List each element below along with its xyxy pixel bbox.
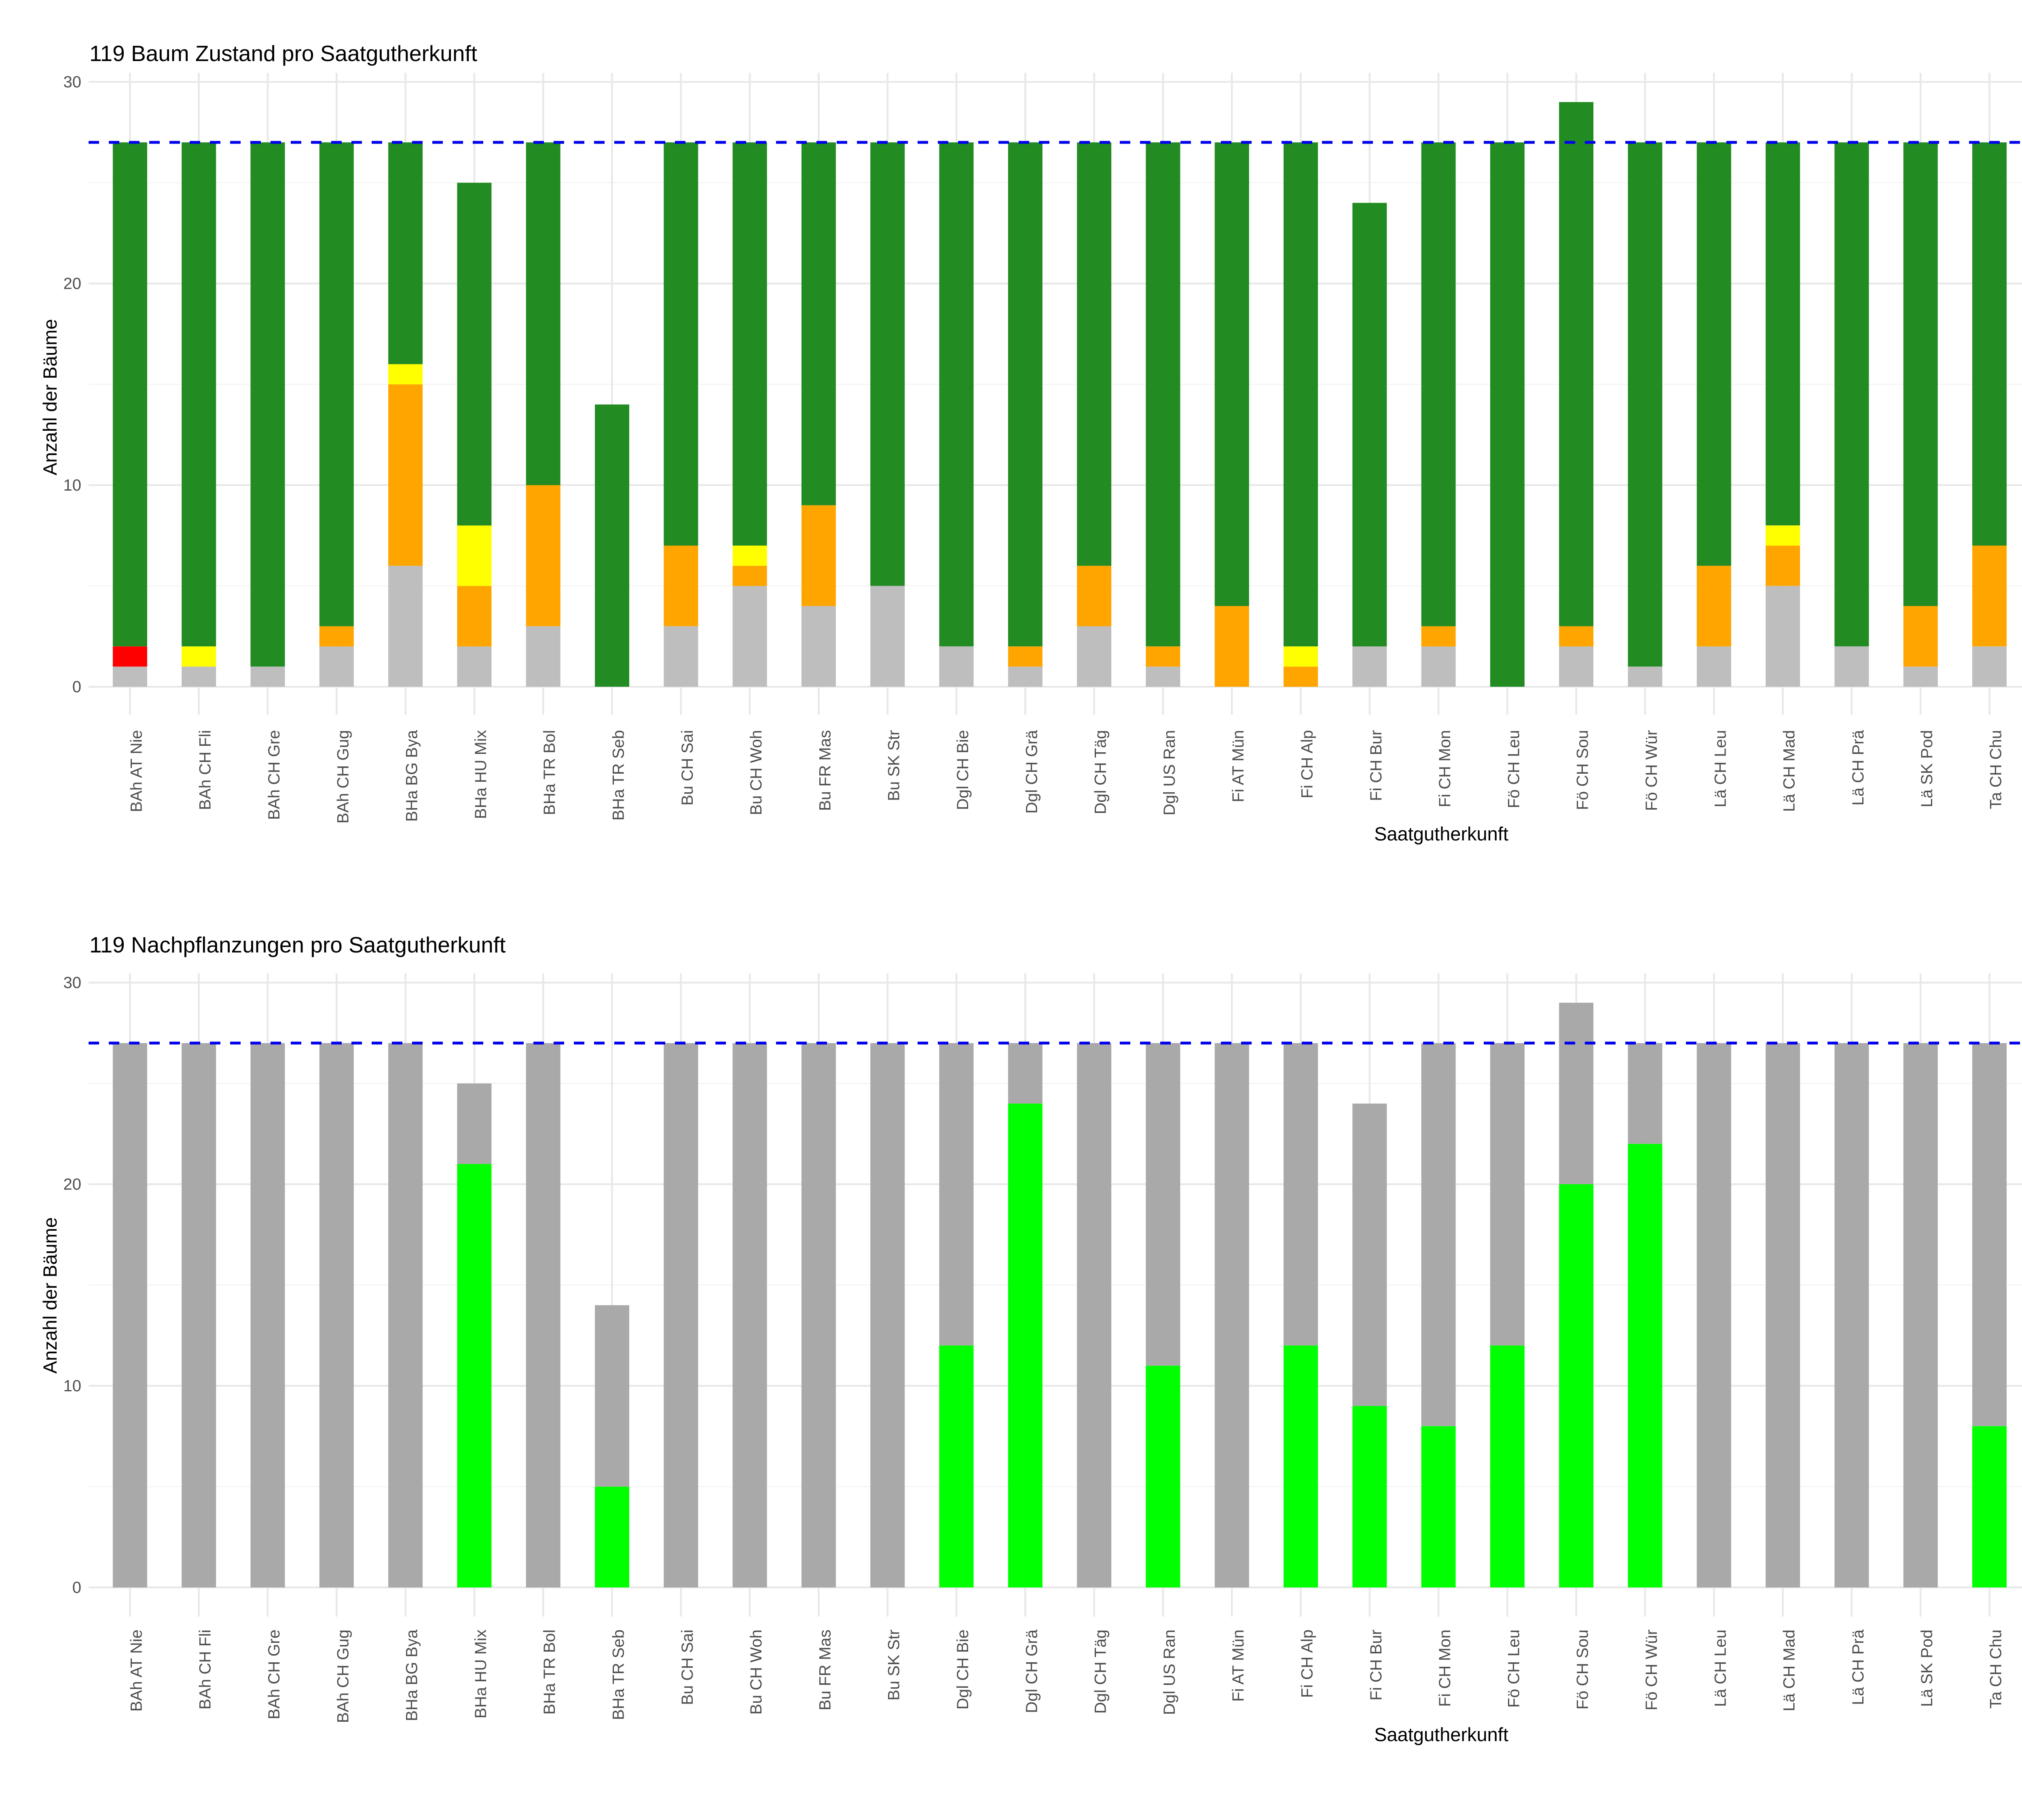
svg-text:Fi CH Bur: Fi CH Bur [1367,1630,1385,1701]
svg-text:Dgl CH Täg: Dgl CH Täg [1092,1630,1110,1714]
svg-text:Fö CH Leu: Fö CH Leu [1505,1630,1523,1708]
svg-text:Ta CH Chu: Ta CH Chu [1987,730,2005,809]
svg-text:BAh CH Gre: BAh CH Gre [265,730,283,820]
svg-text:Fi CH Alp: Fi CH Alp [1299,1630,1316,1698]
svg-text:Fö CH Wür: Fö CH Wür [1643,1630,1660,1710]
svg-text:Fi AT Mün: Fi AT Mün [1229,1630,1247,1702]
svg-text:Dgl CH Bie: Dgl CH Bie [954,730,972,810]
svg-text:BAh AT Nie: BAh AT Nie [127,1630,145,1712]
svg-text:BAh CH Gre: BAh CH Gre [265,1630,283,1719]
svg-text:Lä CH Leu: Lä CH Leu [1711,730,1729,807]
svg-text:Bu FR Mas: Bu FR Mas [816,730,834,811]
svg-text:10: 10 [63,476,82,494]
svg-text:Ta CH Chu: Ta CH Chu [1987,1630,2005,1709]
svg-text:Fi CH Mon: Fi CH Mon [1436,1630,1454,1707]
svg-text:Fö CH Sou: Fö CH Sou [1574,730,1592,810]
svg-text:BHa TR Seb: BHa TR Seb [610,1630,628,1720]
svg-text:30: 30 [63,73,82,91]
svg-text:Bu CH Woh: Bu CH Woh [747,730,765,815]
svg-text:Bu CH Sai: Bu CH Sai [679,1630,696,1705]
svg-text:BHa BG Bya: BHa BG Bya [403,730,421,822]
svg-text:Dgl US Ran: Dgl US Ran [1161,1630,1178,1715]
svg-text:Fi CH Bur: Fi CH Bur [1367,730,1385,801]
svg-text:BAh CH Fli: BAh CH Fli [197,1630,214,1710]
svg-text:Fi AT Mün: Fi AT Mün [1229,730,1247,802]
svg-text:Saatgutherkunft: Saatgutherkunft [1374,823,1508,844]
svg-text:Lä SK Pod: Lä SK Pod [1918,730,1936,807]
svg-text:Lä CH Prä: Lä CH Prä [1849,730,1867,805]
svg-text:BHa TR Bol: BHa TR Bol [541,730,558,815]
svg-text:Bu SK Str: Bu SK Str [885,1630,903,1701]
svg-text:BHa TR Seb: BHa TR Seb [610,730,628,821]
svg-text:119 Nachpflanzungen pro Saatgu: 119 Nachpflanzungen pro Saatgutherkunft [89,932,506,957]
svg-text:Dgl CH Bie: Dgl CH Bie [954,1630,972,1710]
svg-text:BHa HU Mix: BHa HU Mix [472,730,490,819]
svg-text:Lä CH Prä: Lä CH Prä [1849,1629,1867,1705]
svg-text:Fö CH Leu: Fö CH Leu [1505,730,1523,808]
svg-text:Fi CH Mon: Fi CH Mon [1436,730,1454,807]
svg-text:Dgl CH Täg: Dgl CH Täg [1092,730,1110,814]
svg-text:Lä CH Leu: Lä CH Leu [1711,1630,1729,1707]
svg-text:Dgl CH Grä: Dgl CH Grä [1023,730,1041,813]
svg-text:Lä SK Pod: Lä SK Pod [1918,1630,1936,1707]
svg-text:20: 20 [63,1176,82,1194]
svg-text:BHa BG Bya: BHa BG Bya [403,1629,421,1721]
svg-text:Saatgutherkunft: Saatgutherkunft [1374,1724,1508,1745]
svg-text:0: 0 [72,1579,81,1597]
svg-text:BAh CH Gug: BAh CH Gug [334,1630,352,1723]
svg-text:BAh AT Nie: BAh AT Nie [127,730,145,812]
svg-text:Anzahl der Bäume: Anzahl der Bäume [39,1217,61,1374]
svg-text:Anzahl der Bäume: Anzahl der Bäume [39,319,61,476]
svg-text:Dgl CH Grä: Dgl CH Grä [1023,1629,1041,1713]
svg-text:30: 30 [63,974,82,992]
svg-text:119 Baum Zustand pro Saatguthe: 119 Baum Zustand pro Saatgutherkunft [89,41,477,66]
svg-text:BHa HU Mix: BHa HU Mix [472,1630,490,1718]
svg-text:BAh CH Fli: BAh CH Fli [197,730,214,810]
svg-text:Dgl US Ran: Dgl US Ran [1161,730,1178,815]
svg-text:Bu CH Woh: Bu CH Woh [747,1630,765,1714]
svg-text:Fi CH Alp: Fi CH Alp [1299,730,1316,798]
svg-text:Bu SK Str: Bu SK Str [885,730,903,801]
svg-text:BHa TR Bol: BHa TR Bol [541,1630,558,1714]
svg-text:Lä CH Mad: Lä CH Mad [1781,1630,1798,1711]
svg-text:Bu FR Mas: Bu FR Mas [816,1630,834,1710]
svg-text:Lä CH Mad: Lä CH Mad [1781,730,1798,812]
svg-text:BAh CH Gug: BAh CH Gug [334,730,352,823]
svg-text:0: 0 [72,678,81,696]
svg-text:20: 20 [63,275,82,293]
svg-text:Fö CH Wür: Fö CH Wür [1643,730,1660,811]
svg-text:Bu CH Sai: Bu CH Sai [679,730,696,806]
svg-text:Fö CH Sou: Fö CH Sou [1574,1630,1592,1710]
svg-text:10: 10 [63,1377,82,1395]
